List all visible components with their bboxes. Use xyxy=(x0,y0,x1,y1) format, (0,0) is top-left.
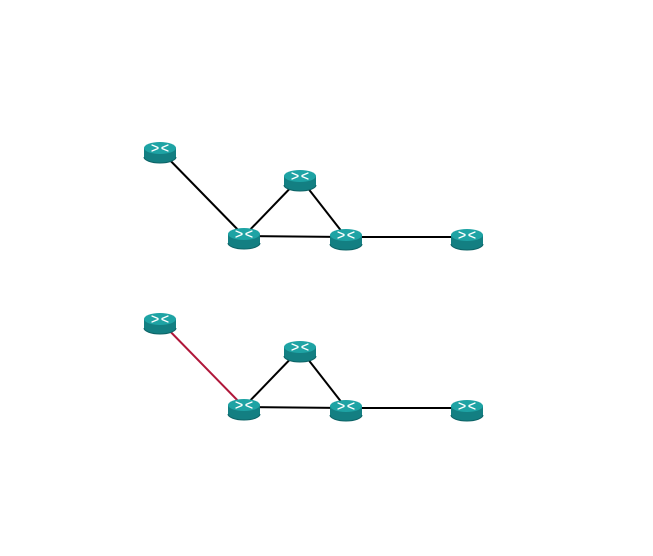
link-bottom-r2-r4 xyxy=(243,406,347,409)
router-icon-top-r2[interactable] xyxy=(227,228,261,250)
router-icon-bottom-r3[interactable] xyxy=(283,341,317,363)
router-icon-bottom-r1[interactable] xyxy=(143,313,177,335)
link-top-r1-r2 xyxy=(159,149,245,237)
router-icon-top-r1[interactable] xyxy=(143,142,177,164)
routers-layer xyxy=(143,142,484,422)
link-top-r2-r4 xyxy=(243,235,347,238)
links-layer xyxy=(159,149,467,409)
router-icon-bottom-r2[interactable] xyxy=(227,399,261,421)
router-icon-bottom-r5[interactable] xyxy=(450,400,484,422)
router-icon-top-r5[interactable] xyxy=(450,229,484,251)
router-icon-bottom-r4[interactable] xyxy=(329,400,363,422)
link-bottom-r1-r2 xyxy=(159,320,245,408)
router-icon-top-r4[interactable] xyxy=(329,229,363,251)
router-icon-top-r3[interactable] xyxy=(283,170,317,192)
